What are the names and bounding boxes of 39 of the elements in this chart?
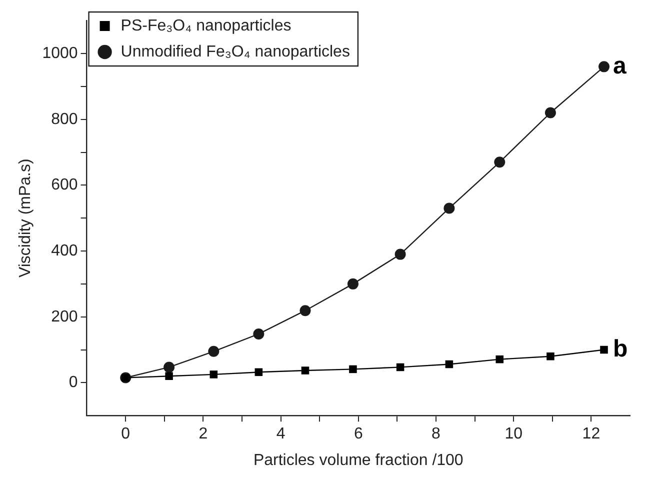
- y-tick-label: 600: [51, 176, 78, 194]
- point: [349, 365, 357, 374]
- x-tick-label: 6: [354, 426, 363, 443]
- point: [444, 202, 455, 214]
- point: [253, 328, 264, 340]
- point: [208, 346, 220, 357]
- y-tick-label: 200: [51, 308, 78, 326]
- annotation: a: [613, 52, 628, 80]
- point: [544, 107, 556, 118]
- x-tick-label: 12: [582, 426, 600, 443]
- point: [496, 355, 504, 364]
- point: [165, 372, 173, 380]
- point: [600, 346, 608, 354]
- point: [301, 366, 310, 374]
- y-tick-label: 800: [51, 110, 78, 128]
- y-tick-label: 0: [68, 374, 78, 392]
- y-tick-label: 400: [51, 242, 78, 260]
- point: [598, 61, 610, 72]
- point: [445, 360, 454, 368]
- x-tick-label: 10: [504, 426, 523, 443]
- point: [210, 370, 218, 378]
- point: [164, 362, 175, 373]
- x-tick-label: 0: [121, 426, 130, 443]
- point: [546, 352, 554, 360]
- point: [494, 156, 506, 168]
- annotation: b: [613, 335, 628, 362]
- point: [396, 363, 404, 372]
- legend-label: PS-Fe₃O₄ nanoparticles: [120, 17, 292, 34]
- point: [300, 305, 311, 316]
- x-tick-label: 8: [432, 426, 441, 443]
- x-axis-title: Particles volume fraction /100: [253, 452, 464, 469]
- y-axis-title: Viscidity (mPa.s): [17, 158, 34, 278]
- x-tick-label: 2: [198, 426, 208, 443]
- point: [394, 248, 406, 260]
- y-tick-label: 1000: [42, 44, 78, 62]
- point: [347, 278, 358, 290]
- legend-label: Unmodified Fe₃O₄ nanoparticles: [120, 43, 350, 60]
- point: [254, 368, 263, 376]
- x-tick-label: 4: [276, 426, 286, 443]
